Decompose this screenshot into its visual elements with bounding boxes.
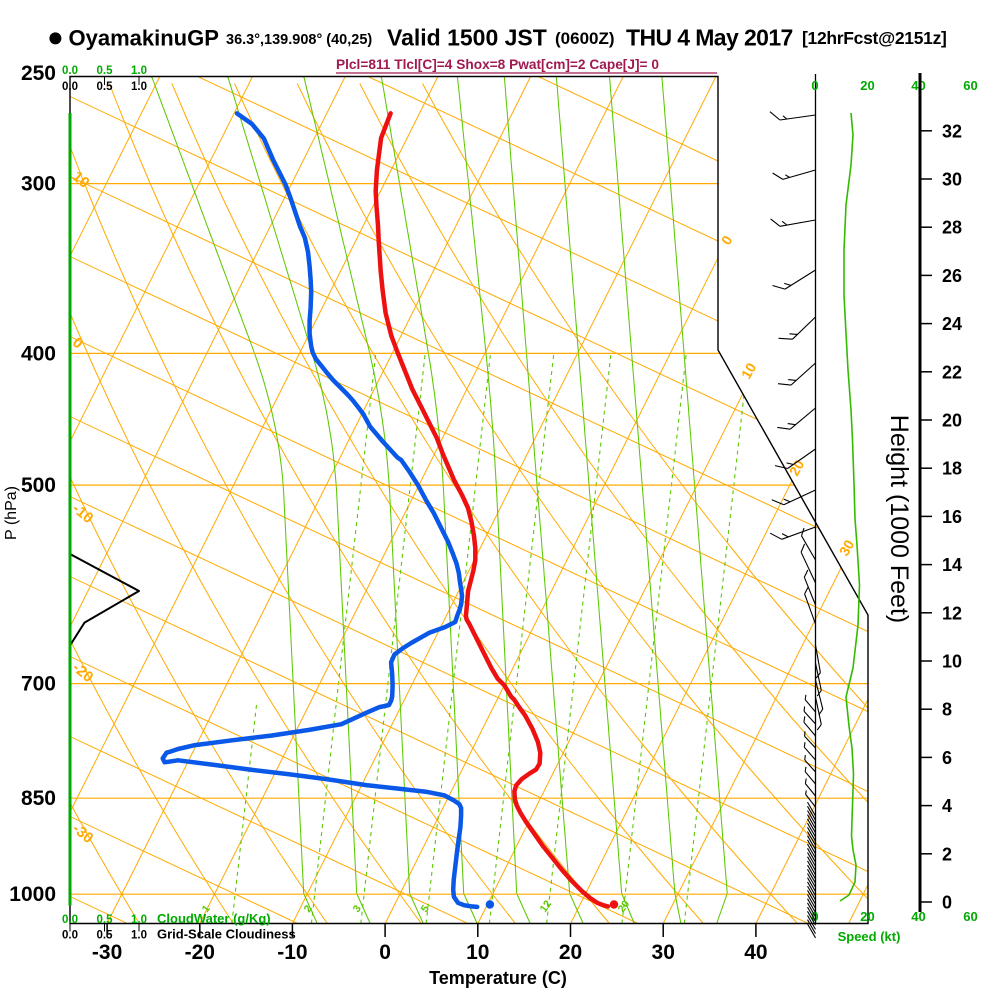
- svg-text:0.0: 0.0: [62, 930, 78, 942]
- svg-text:12: 12: [942, 603, 962, 623]
- svg-text:3: 3: [351, 903, 364, 915]
- svg-text:6: 6: [942, 748, 952, 768]
- svg-text:10: 10: [466, 941, 489, 964]
- svg-text:20: 20: [559, 941, 582, 964]
- svg-text:10: 10: [942, 652, 962, 672]
- svg-text:300: 300: [21, 173, 56, 196]
- svg-text:1.0: 1.0: [131, 914, 147, 926]
- svg-text:8: 8: [942, 700, 952, 720]
- svg-text:60: 60: [963, 78, 977, 93]
- svg-text:1.0: 1.0: [131, 65, 147, 77]
- svg-text:700: 700: [21, 673, 56, 696]
- svg-text:28: 28: [942, 218, 962, 238]
- svg-text:10: 10: [738, 360, 760, 382]
- svg-text:Height (1000 Feet): Height (1000 Feet): [885, 415, 913, 623]
- svg-text:0: 0: [379, 941, 391, 964]
- svg-text:-20: -20: [185, 941, 215, 964]
- svg-text:40: 40: [911, 909, 925, 924]
- svg-text:22: 22: [942, 362, 962, 382]
- svg-text:850: 850: [21, 787, 56, 810]
- svg-text:Speed (kt): Speed (kt): [838, 929, 901, 944]
- svg-text:2: 2: [942, 844, 952, 864]
- svg-text:-10: -10: [277, 941, 307, 964]
- svg-text:0: 0: [811, 78, 818, 93]
- svg-text:30: 30: [942, 170, 962, 190]
- svg-text:32: 32: [942, 121, 962, 141]
- svg-text:16: 16: [942, 507, 962, 527]
- svg-text:2: 2: [302, 903, 315, 915]
- svg-text:Temperature (C): Temperature (C): [429, 968, 567, 988]
- svg-text:(0600Z): (0600Z): [555, 29, 615, 48]
- svg-text:THU 4 May 2017: THU 4 May 2017: [626, 25, 793, 51]
- svg-text:1000: 1000: [9, 883, 56, 906]
- svg-text:20: 20: [860, 909, 874, 924]
- svg-text:400: 400: [21, 342, 56, 365]
- svg-text:0.0: 0.0: [62, 65, 78, 77]
- svg-text:1: 1: [200, 903, 213, 915]
- svg-text:30: 30: [652, 941, 675, 964]
- svg-text:0.0: 0.0: [62, 81, 78, 93]
- svg-text:1.0: 1.0: [131, 81, 147, 93]
- svg-text:0.5: 0.5: [97, 81, 114, 93]
- svg-text:20: 20: [942, 411, 962, 431]
- svg-text:CloudWater (g/Kg): CloudWater (g/Kg): [157, 911, 271, 926]
- svg-text:500: 500: [21, 474, 56, 497]
- svg-text:Plcl=811 Tlcl[C]=4 Shox=8 Pwat: Plcl=811 Tlcl[C]=4 Shox=8 Pwat[cm]=2 Cap…: [336, 57, 659, 72]
- svg-text:0.5: 0.5: [97, 914, 114, 926]
- svg-text:0.0: 0.0: [62, 914, 78, 926]
- svg-text:40: 40: [744, 941, 767, 964]
- svg-text:36.3°,139.908° (40,25): 36.3°,139.908° (40,25): [226, 32, 372, 48]
- svg-text:0: 0: [942, 893, 952, 913]
- svg-text:[12hrFcst@2151z]: [12hrFcst@2151z]: [802, 28, 947, 48]
- svg-text:26: 26: [942, 266, 962, 286]
- svg-text:0.5: 0.5: [97, 930, 114, 942]
- svg-text:5: 5: [419, 903, 432, 915]
- svg-text:60: 60: [963, 909, 977, 924]
- svg-text:20: 20: [860, 78, 874, 93]
- svg-text:14: 14: [942, 555, 962, 575]
- svg-text:OyamakinuGP: OyamakinuGP: [69, 26, 219, 51]
- svg-text:0.5: 0.5: [97, 65, 114, 77]
- svg-text:P (hPa): P (hPa): [3, 486, 20, 540]
- svg-text:30: 30: [836, 537, 858, 559]
- svg-text:20: 20: [786, 457, 808, 479]
- svg-text:250: 250: [21, 62, 56, 85]
- svg-text:4: 4: [942, 796, 952, 816]
- svg-text:-30: -30: [92, 941, 122, 964]
- svg-text:24: 24: [942, 314, 962, 334]
- svg-text:18: 18: [942, 459, 962, 479]
- svg-text:1.0: 1.0: [131, 930, 147, 942]
- svg-text:Grid-Scale Cloudiness: Grid-Scale Cloudiness: [157, 927, 296, 942]
- svg-text:Valid 1500 JST: Valid 1500 JST: [387, 25, 547, 51]
